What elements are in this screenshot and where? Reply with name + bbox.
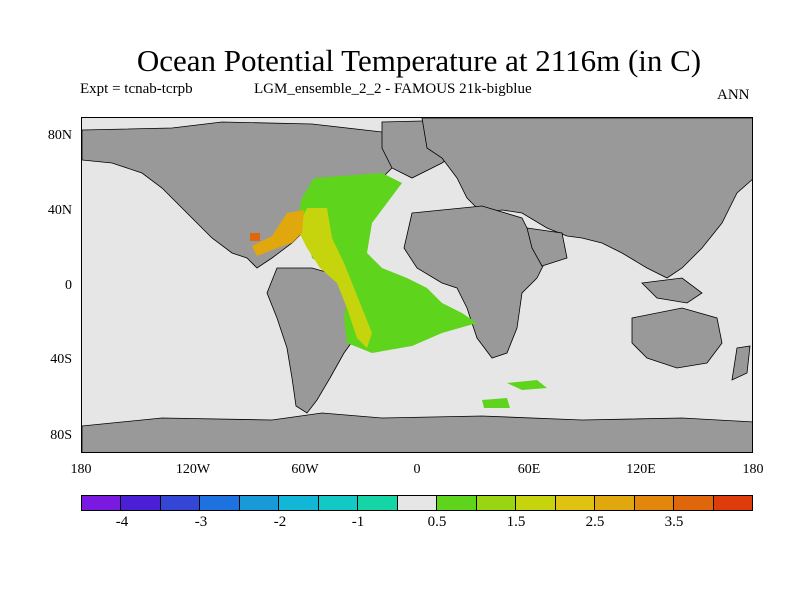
colorbar-label: 1.5 (506, 514, 526, 530)
lon-label-120w: 120W (175, 462, 211, 477)
colorbar-box (82, 496, 122, 510)
lon-label-180w: 180 (70, 462, 92, 477)
atlantic-anomaly-green (297, 173, 477, 353)
lon-label-0: 0 (413, 462, 421, 477)
colorbar-label: 0.5 (427, 514, 447, 530)
colorbar-box (318, 496, 359, 510)
lat-label-80s: 80S (50, 428, 72, 443)
colorbar-label: -1 (351, 514, 365, 530)
colorbar-box (713, 496, 752, 510)
map-title: Ocean Potential Temperature at 2116m (in… (136, 43, 702, 78)
southern-ocean-anomaly-2 (482, 398, 510, 408)
colorbar-box (160, 496, 201, 510)
colorbar-box (634, 496, 675, 510)
colorbar-box (595, 496, 635, 510)
colorbar-label: 3.5 (664, 514, 684, 530)
southern-ocean-anomaly-1 (507, 380, 547, 390)
run-name-label: LGM_ensemble_2_2 - FAMOUS 21k-bigblue (254, 81, 532, 97)
colorbar-box (674, 496, 714, 510)
colorbar-box (121, 496, 161, 510)
landmass-indonesia (641, 277, 703, 304)
colorbar-box (397, 496, 438, 510)
season-label: ANN (717, 87, 750, 103)
lon-label-60e: 60E (517, 462, 541, 477)
landmass-north-america (82, 121, 403, 269)
colorbar-label: -4 (115, 514, 129, 530)
landmass-new-zealand (731, 345, 751, 381)
lon-label-180e: 180 (742, 462, 764, 477)
colorbar-box (279, 496, 319, 510)
landmass-antarctica (82, 412, 752, 452)
colorbar-box (516, 496, 556, 510)
colorbar-box (358, 496, 398, 510)
caribbean-anomaly-orange (252, 210, 304, 256)
gulf-anomaly-red (250, 233, 260, 241)
lat-label-40s: 40S (50, 352, 72, 367)
colorbar-label: -3 (194, 514, 208, 530)
atlantic-anomaly-yellow (297, 208, 372, 348)
colorbar-box (239, 496, 280, 510)
colorbar (81, 495, 753, 511)
lat-label-40n: 40N (47, 203, 72, 218)
colorbar-box (200, 496, 240, 510)
colorbar-box (476, 496, 517, 510)
world-map (82, 118, 752, 452)
landmass-australia (631, 307, 723, 369)
colorbar-box (555, 496, 596, 510)
lon-label-60w: 60W (291, 462, 319, 477)
colorbar-label: -2 (273, 514, 287, 530)
experiment-label: Expt = tcnab-tcrpb (80, 81, 193, 97)
colorbar-box (437, 496, 477, 510)
lon-label-120e: 120E (626, 462, 656, 477)
lat-label-0: 0 (65, 278, 72, 293)
colorbar-label: 2.5 (585, 514, 605, 530)
landmass-eurasia (421, 118, 752, 279)
lat-label-80n: 80N (47, 128, 72, 143)
map-panel (81, 117, 753, 453)
landmass-arabia (526, 227, 568, 267)
